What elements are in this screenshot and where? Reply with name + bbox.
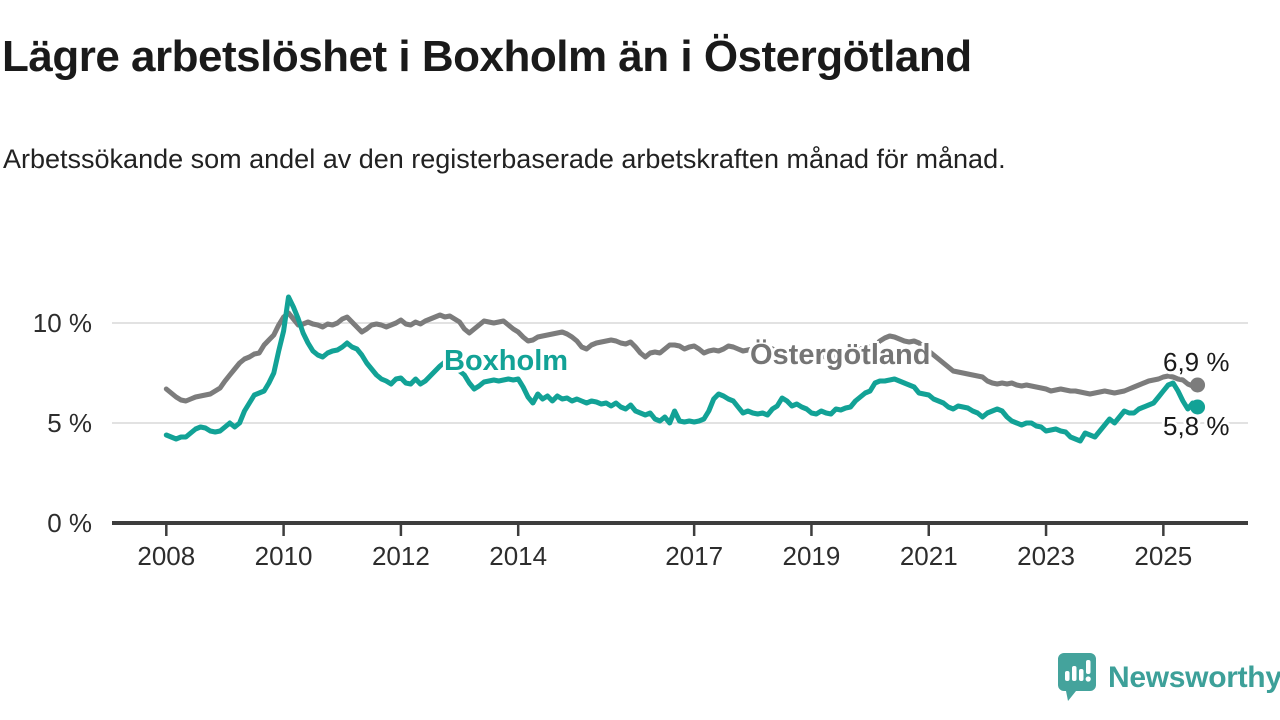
x-axis-label: 2017 — [665, 541, 724, 571]
series-line-östergötland — [163, 310, 1201, 404]
x-axis-label: 2021 — [899, 541, 958, 571]
x-axis-label: 2012 — [371, 541, 430, 571]
x-axis-label: 2008 — [137, 541, 196, 571]
brand-name: Newsworthy — [1108, 661, 1280, 694]
page-subtitle: Arbetssökande som andel av den registerb… — [3, 144, 1006, 174]
page-title: Lägre arbetslöshet i Boxholm än i Österg… — [2, 32, 972, 81]
series-label-ostergotland: Östergötland — [750, 339, 931, 371]
series-line-boxholm — [163, 294, 1201, 444]
bar-chart-speech-bubble-icon — [1058, 653, 1096, 701]
y-axis-label: 10 % — [32, 308, 92, 338]
x-axis-label: 2014 — [489, 541, 548, 571]
y-axis-label: 5 % — [47, 408, 92, 438]
series-end-dot-östergötland — [1190, 377, 1206, 393]
newsworthy-logo: Newsworthy — [1056, 652, 1280, 704]
x-axis-label: 2019 — [782, 541, 841, 571]
x-axis-label: 2010 — [254, 541, 313, 571]
series-end-dot-boxholm — [1190, 399, 1206, 415]
end-value-label-ostergotland: 6,9 % — [1163, 347, 1230, 377]
end-value-label-boxholm: 5,8 % — [1163, 411, 1230, 441]
x-axis-label: 2023 — [1017, 541, 1075, 571]
series-label-boxholm: Boxholm — [444, 345, 569, 377]
y-axis-label: 0 % — [47, 508, 92, 538]
x-axis-label: 2025 — [1134, 541, 1193, 571]
